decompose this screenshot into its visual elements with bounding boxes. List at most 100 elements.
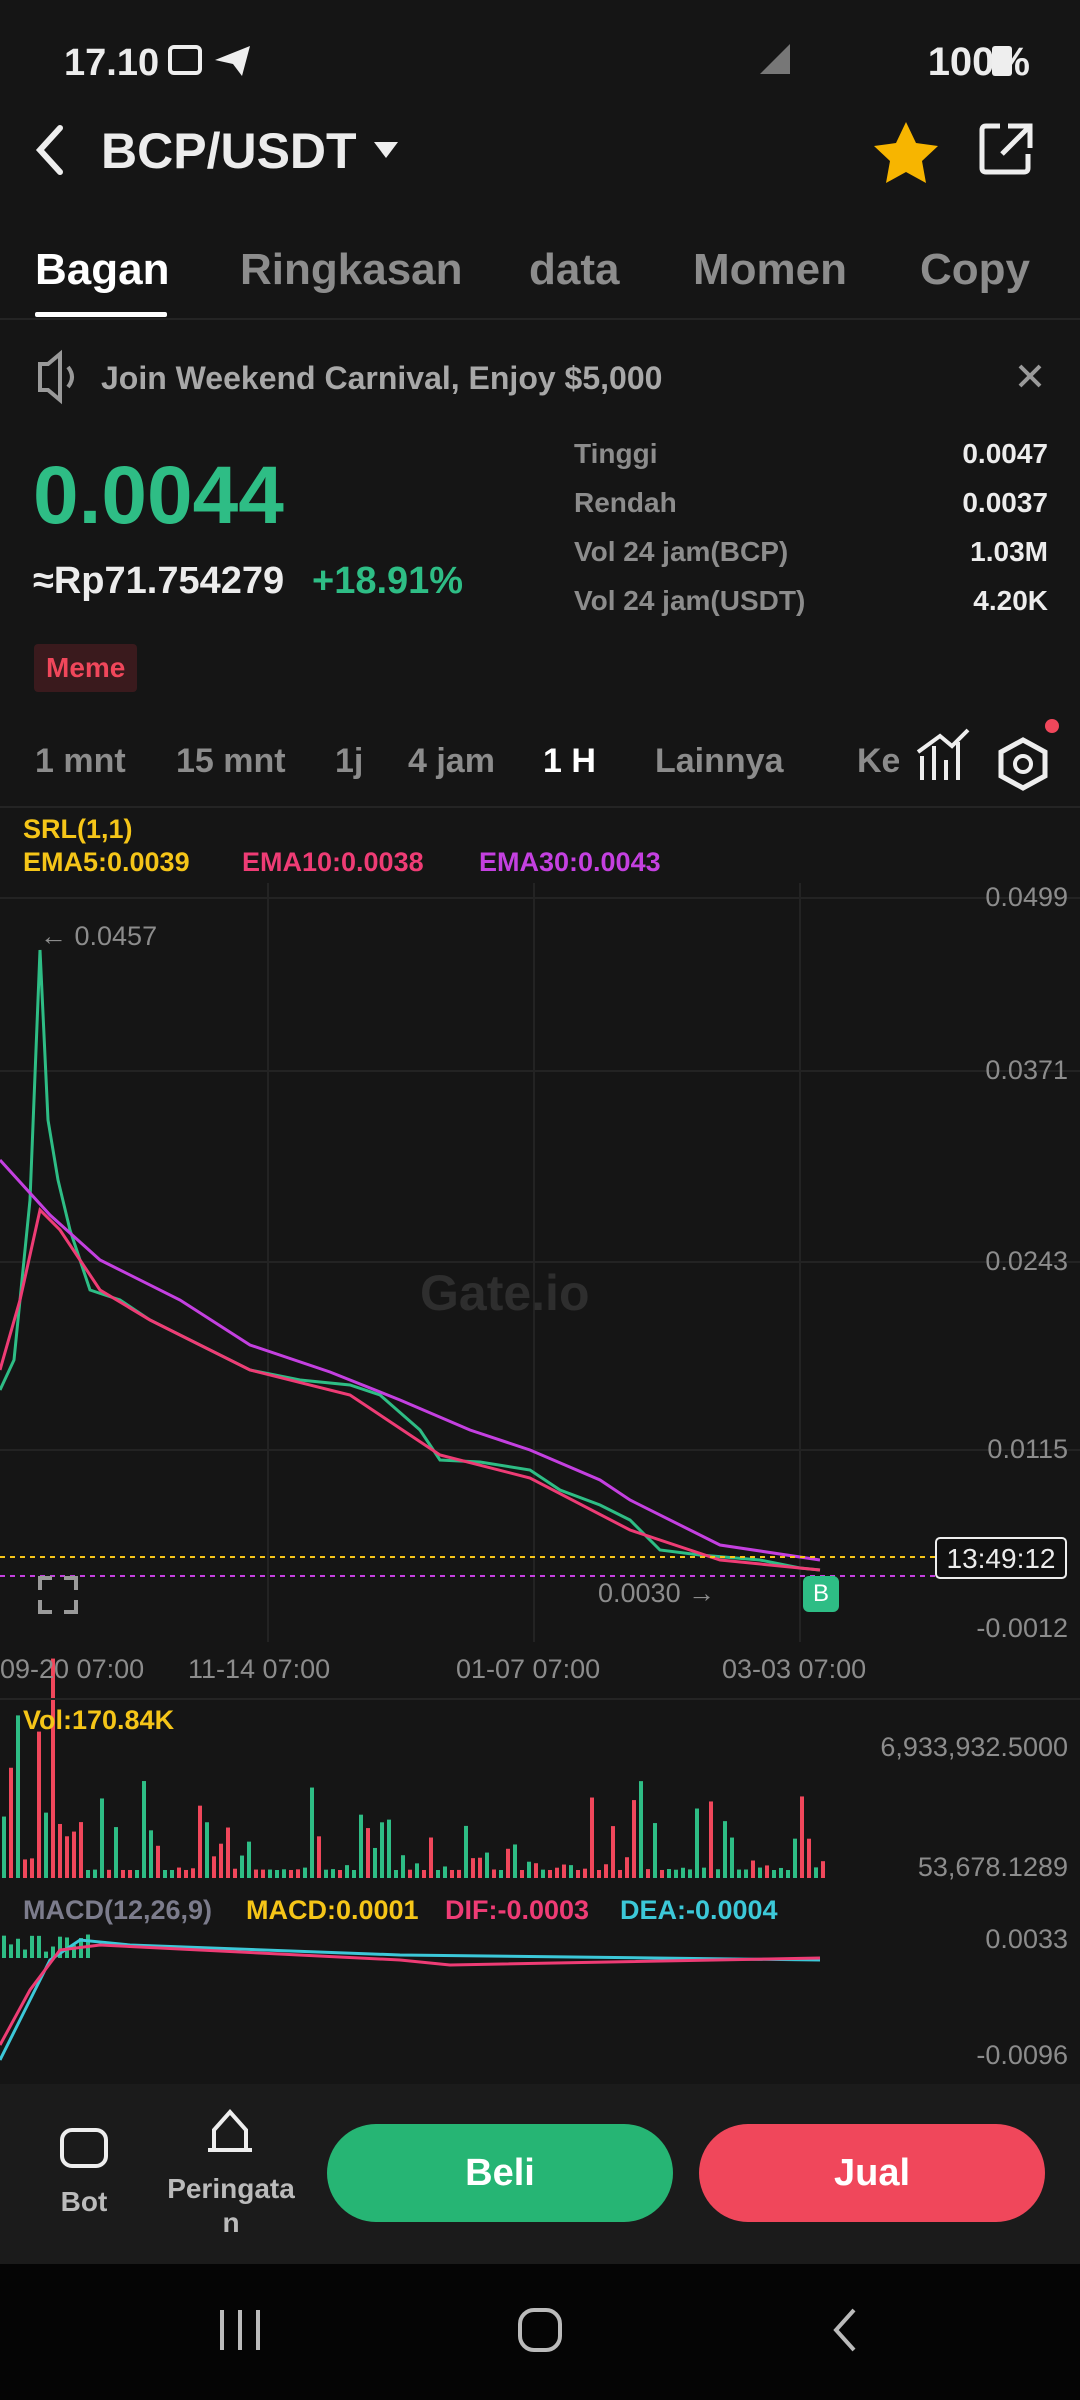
- volume-bar: [268, 1869, 272, 1878]
- sell-label[interactable]: Jual: [833, 2152, 911, 2194]
- alert-icon[interactable]: [208, 2108, 252, 2152]
- timeframe[interactable]: Lainnya: [655, 742, 784, 780]
- volume-bar: [359, 1814, 363, 1878]
- volume-bar: [198, 1805, 202, 1878]
- macd-bar: [30, 1935, 34, 1958]
- volume-bar: [394, 1870, 398, 1878]
- volume-bar: [16, 1715, 20, 1878]
- low-marker: 0.0030 →: [598, 1578, 716, 1608]
- volume-bar: [380, 1822, 384, 1878]
- buy-button[interactable]: [327, 2124, 673, 2222]
- volume-bar: [58, 1823, 62, 1878]
- tab[interactable]: Momen: [693, 245, 847, 294]
- timeframe[interactable]: 1 H: [543, 742, 596, 780]
- tab-indicator: [35, 312, 167, 317]
- volume-bar: [254, 1869, 258, 1878]
- volume-bar: [667, 1869, 671, 1878]
- indicator-icon[interactable]: [916, 728, 970, 780]
- close-icon[interactable]: [1018, 364, 1042, 388]
- stat-value: 0.0047: [962, 438, 1048, 469]
- volume-bar: [443, 1866, 447, 1878]
- settings-icon[interactable]: [998, 737, 1048, 791]
- volume-bar: [779, 1867, 783, 1878]
- volume-bar: [345, 1865, 349, 1878]
- volume-bar: [499, 1870, 503, 1878]
- alert-label[interactable]: Peringatan: [167, 2173, 295, 2238]
- nav-bar: [0, 2264, 1080, 2400]
- stat-value: 1.03M: [970, 536, 1048, 567]
- timeframe[interactable]: Ke: [857, 744, 899, 778]
- volume-bar: [72, 1831, 76, 1878]
- volume-bar: [569, 1865, 573, 1878]
- volume-bar: [331, 1869, 335, 1878]
- macd-value: MACD:0.0001: [246, 1895, 419, 1925]
- macd-bar: [51, 1946, 55, 1958]
- bot-icon[interactable]: [60, 2128, 108, 2168]
- volume-label: Vol:170.84K: [23, 1705, 175, 1735]
- divider: [0, 2084, 1080, 2086]
- volume-bar: [275, 1869, 279, 1878]
- macd-axis-label: -0.0096: [976, 2040, 1068, 2070]
- volume-bar: [744, 1869, 748, 1878]
- fullscreen-icon[interactable]: [38, 1576, 78, 1614]
- bot-label[interactable]: Bot: [60, 2186, 108, 2217]
- volume-bar: [2, 1816, 6, 1878]
- timeframe[interactable]: 1j: [335, 742, 364, 780]
- volume-bar: [429, 1837, 433, 1878]
- y-axis-label: 0.0499: [985, 882, 1068, 912]
- volume-bar: [772, 1869, 776, 1878]
- stat-value: 4.20K: [973, 585, 1048, 616]
- favorite-icon[interactable]: [874, 122, 938, 183]
- tab[interactable]: Ringkasan: [240, 245, 463, 294]
- volume-bar: [296, 1869, 300, 1878]
- back-icon[interactable]: [35, 125, 63, 175]
- nav-home[interactable]: [518, 2308, 562, 2352]
- tab[interactable]: Bagan: [35, 245, 170, 294]
- volume-bar: [247, 1841, 251, 1878]
- stat-label: Tinggi: [574, 438, 658, 469]
- volume-bar: [408, 1869, 412, 1878]
- volume-bar: [541, 1869, 545, 1878]
- telegram-icon: [215, 46, 250, 76]
- buy-label[interactable]: Beli: [465, 2152, 535, 2194]
- sell-button[interactable]: [699, 2124, 1045, 2222]
- tab[interactable]: data: [529, 245, 620, 294]
- volume-bar: [471, 1858, 475, 1878]
- stat-value: 0.0037: [962, 487, 1048, 518]
- timeframe[interactable]: 1 mnt: [35, 742, 126, 780]
- volume-bar: [548, 1870, 552, 1878]
- signal-icon: [760, 44, 790, 74]
- volume-bar: [212, 1856, 216, 1878]
- y-axis-label: -0.0012: [976, 1613, 1068, 1643]
- x-axis-label: 11-14 07:00: [188, 1654, 331, 1684]
- x-axis-label: 09-20 07:00: [0, 1654, 145, 1684]
- volume-bar: [366, 1828, 370, 1878]
- timeframe[interactable]: 4 jam: [408, 742, 495, 780]
- volume-bar: [9, 1767, 13, 1878]
- share-icon[interactable]: [979, 123, 1033, 175]
- pair-title[interactable]: BCP/USDT: [101, 123, 357, 179]
- banner-text[interactable]: Join Weekend Carnival, Enjoy $5,000: [101, 360, 663, 396]
- dea-value: DEA:-0.0004: [620, 1895, 778, 1925]
- volume-bar: [646, 1869, 650, 1878]
- volume-bar: [688, 1869, 692, 1878]
- chart-grid: [0, 883, 1080, 1642]
- volume-bar: [457, 1869, 461, 1878]
- nav-recent[interactable]: [220, 2310, 260, 2350]
- tab[interactable]: Copy: [920, 245, 1030, 294]
- nav-back[interactable]: [833, 2308, 856, 2352]
- volume-bar: [464, 1825, 468, 1878]
- volume-bar: [583, 1868, 587, 1878]
- volume-bar: [639, 1781, 643, 1878]
- volume-bar: [303, 1867, 307, 1878]
- volume-bar: [226, 1827, 230, 1878]
- volume-bar: [527, 1861, 531, 1878]
- volume-bar: [576, 1869, 580, 1878]
- volume-bar: [611, 1826, 615, 1878]
- volume-bar: [170, 1869, 174, 1878]
- dif-line: [0, 1943, 821, 2046]
- countdown: 13:49:12: [946, 1543, 1056, 1574]
- timeframe[interactable]: 15 mnt: [176, 742, 286, 780]
- volume-bar: [618, 1869, 622, 1878]
